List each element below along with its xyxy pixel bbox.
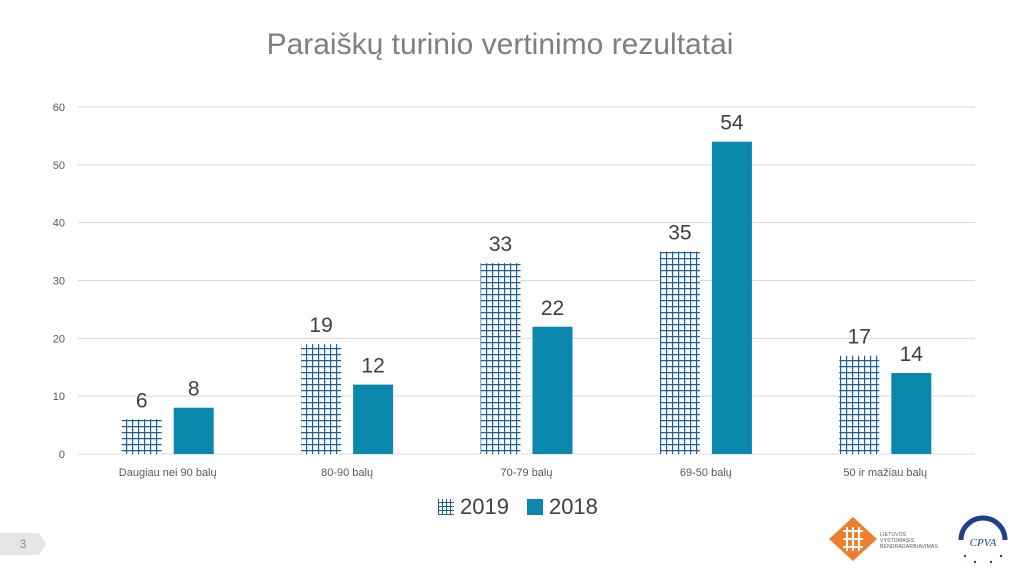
data-label-2019-2: 33: [489, 233, 512, 256]
bar-2019-3: [659, 251, 700, 454]
y-tick-label-10: 10: [53, 391, 65, 403]
category-label-4: 50 ir mažiau balų: [843, 467, 927, 479]
legend-swatch-2019: [438, 499, 454, 515]
data-label-2018-2: 22: [541, 297, 564, 320]
data-label-2019-1: 19: [309, 314, 332, 337]
y-axis-ticks: 0 10 20 30 40 50 60: [53, 102, 65, 461]
bar-2018-2: [532, 326, 573, 454]
data-label-2018-4: 14: [900, 343, 924, 366]
bar-2019-0: [121, 419, 162, 454]
lvb-logo-mark: [829, 517, 877, 561]
chart-title: Paraiškų turinio vertinimo rezultatai: [266, 28, 734, 61]
bar-2019-4: [839, 355, 880, 454]
data-labels: 6 8 19 12 33 22 35 54 17 14: [136, 112, 923, 413]
y-tick-label-40: 40: [53, 218, 65, 230]
category-label-3: 69-50 balų: [680, 467, 732, 479]
data-label-2019-4: 17: [848, 326, 871, 349]
page-number: 3: [0, 533, 46, 555]
lvb-logo: LIETUVOS VYSTOMASIS BENDRADARBIAVIMAS: [828, 516, 946, 562]
lvb-logo-line-2: VYSTOMASIS: [880, 538, 915, 544]
category-label-1: 80-90 balų: [321, 467, 373, 479]
x-axis-categories: Daugiau nei 90 balų 80-90 balų 70-79 balų 6…: [119, 467, 927, 479]
legend: 2019 2018: [438, 494, 598, 520]
bar-2019-2: [480, 263, 521, 454]
legend-item-2018: 2018: [526, 494, 598, 520]
bars: [121, 141, 932, 454]
legend-swatch-2018: [526, 499, 543, 515]
y-tick-label-20: 20: [53, 333, 65, 345]
data-label-2019-0: 6: [136, 389, 148, 412]
bar-2018-1: [353, 384, 394, 454]
legend-label-2018: 2018: [548, 494, 598, 519]
bar-2018-3: [711, 141, 752, 454]
data-label-2018-3: 54: [720, 112, 744, 135]
data-label-2018-0: 8: [188, 378, 200, 401]
gridlines: [78, 106, 975, 455]
bar-2019-1: [301, 344, 342, 454]
y-tick-label-50: 50: [53, 160, 65, 172]
cpva-logo: CPVA: [958, 515, 1008, 564]
bar-2018-0: [173, 407, 214, 454]
category-label-0: Daugiau nei 90 balų: [119, 467, 217, 479]
lvb-logo-line-3: BENDRADARBIAVIMAS: [880, 544, 939, 550]
lvb-logo-line-1: LIETUVOS: [880, 532, 907, 538]
data-label-2019-3: 35: [668, 222, 691, 245]
legend-label-2019: 2019: [460, 494, 509, 519]
cpva-logo-text: CPVA: [970, 537, 997, 549]
category-label-2: 70-79 balų: [501, 467, 553, 479]
bar-2018-4: [891, 373, 932, 454]
y-tick-label-60: 60: [53, 102, 65, 114]
y-tick-label-0: 0: [59, 449, 65, 461]
legend-item-2019: 2019: [438, 494, 509, 520]
data-label-2018-1: 12: [361, 355, 384, 378]
y-tick-label-30: 30: [53, 276, 65, 288]
